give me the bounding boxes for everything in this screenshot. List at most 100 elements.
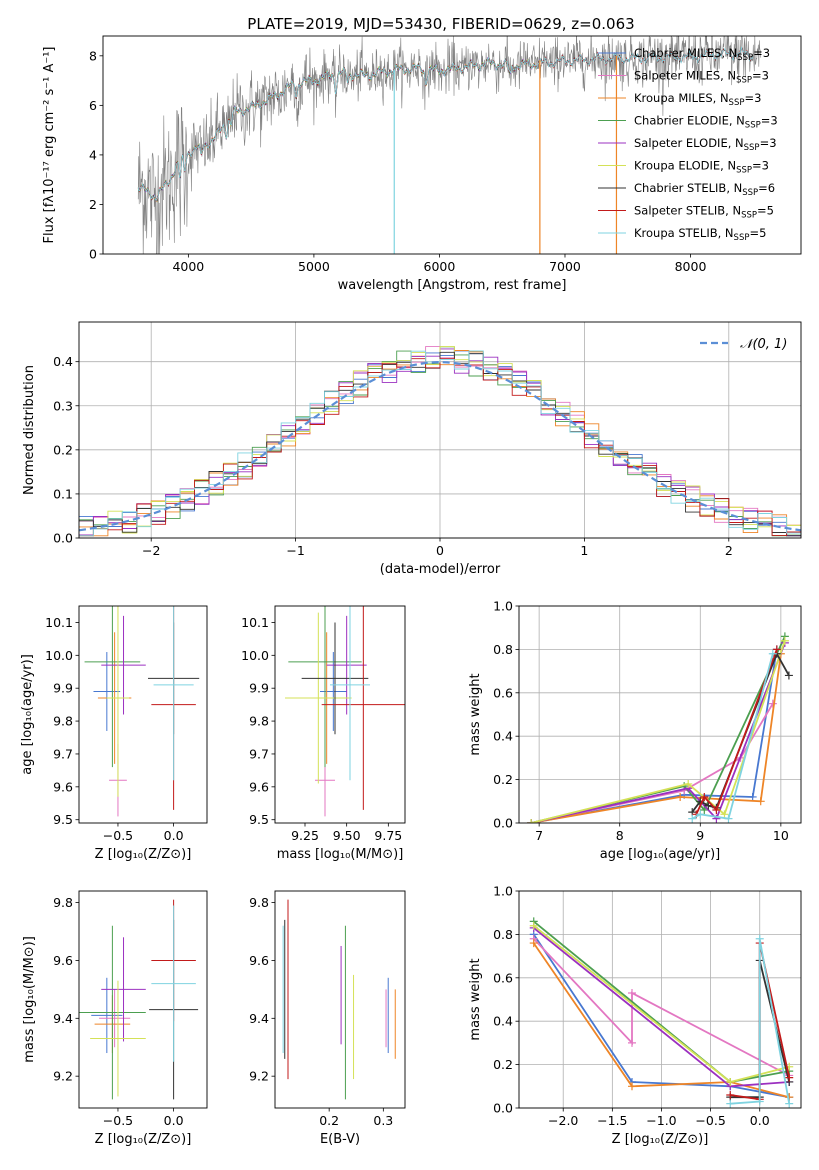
legend-entry: Kroupa STELIB, NSSP=5 xyxy=(634,226,766,243)
mass-weight-line xyxy=(691,653,774,820)
legend-entry: 𝒩(0, 1) xyxy=(740,337,787,352)
x-tick-label: −0.5 xyxy=(103,828,133,843)
y-axis-label: mass [log₁₀(M/M⊙)] xyxy=(22,936,37,1063)
x-tick-label: 10 xyxy=(773,828,789,843)
y-tick-label: 4 xyxy=(89,147,97,162)
plot-area xyxy=(137,36,762,254)
x-tick-label: 6000 xyxy=(424,259,456,274)
x-tick-label: −1.0 xyxy=(646,1113,676,1128)
legend-entry: Salpeter ELODIE, NSSP=3 xyxy=(634,136,777,153)
model-spectrum-line xyxy=(137,51,617,203)
mass-weight-marker xyxy=(726,1090,735,1099)
x-axis-label: (data-model)/error xyxy=(380,562,501,577)
y-tick-label: 9.8 xyxy=(53,895,73,910)
x-tick-label: −0.5 xyxy=(103,1113,133,1128)
y-tick-label: 9.5 xyxy=(249,812,269,827)
plot-area xyxy=(79,346,801,537)
errorbar-point xyxy=(326,615,367,715)
legend-entry: Chabrier STELIB, NSSP=6 xyxy=(634,181,775,198)
axes-frame xyxy=(274,605,406,824)
mass-weight-marker xyxy=(712,805,721,814)
errorbar-point xyxy=(91,977,123,1054)
y-tick-label: 9.9 xyxy=(249,681,269,696)
axes-frame xyxy=(78,605,208,824)
x-axis-label: Z [log₁₀(Z/Z⊙)] xyxy=(612,1132,709,1147)
y-tick-label: 9.6 xyxy=(53,953,73,968)
panel-mass-weight-vs-age: 7 8 9 10 0.0 0.2 0.4 0.6 0.8 1.0 age [log₁₀(age/yr… xyxy=(468,599,802,862)
panel-age-vs-Z: −0.5 0.0 9.5 9.6 9.7 9.8 9.9 10.0 10.1 Z [log₁₀(Z… xyxy=(20,605,208,862)
plot-area xyxy=(282,899,396,1100)
observed-spectrum-line xyxy=(137,36,762,254)
x-tick-label: 8 xyxy=(616,828,624,843)
panel-age-vs-mass: 9.25 9.50 9.75 9.5 9.6 9.7 9.8 9.9 10.0 10.1 mass … xyxy=(241,605,406,862)
y-tick-label: 9.6 xyxy=(249,779,269,794)
y-tick-label: 9.2 xyxy=(53,1069,73,1084)
errorbar-point xyxy=(79,925,146,1100)
y-tick-label: 9.9 xyxy=(53,681,73,696)
mass-weight-line xyxy=(695,649,778,815)
mass-weight-line xyxy=(530,642,786,823)
mass-weight-line xyxy=(530,703,774,823)
legend-entry: Kroupa ELODIE, NSSP=3 xyxy=(634,159,769,176)
mass-weight-marker xyxy=(724,814,733,823)
mass-weight-marker xyxy=(627,1038,636,1047)
model-spectrum-line xyxy=(137,46,754,202)
y-tick-label: 0 xyxy=(89,247,97,262)
mass-weight-marker xyxy=(772,645,781,654)
errorbar-point xyxy=(288,606,362,768)
x-tick-label: −2 xyxy=(142,543,160,558)
mass-weight-marker xyxy=(704,801,713,810)
mass-weight-marker xyxy=(785,1073,794,1082)
mass-weight-marker xyxy=(676,792,685,801)
mass-weight-marker xyxy=(755,934,764,943)
y-tick-label: 9.8 xyxy=(249,714,269,729)
mass-weight-marker xyxy=(684,779,693,788)
x-tick-label: −2.0 xyxy=(548,1113,578,1128)
residual-histogram xyxy=(79,350,801,537)
y-tick-label: 2 xyxy=(89,197,97,212)
x-axis-label: age [log₁₀(age/yr)] xyxy=(600,847,721,862)
model-spectrum-line xyxy=(137,56,540,202)
y-tick-label: 9.5 xyxy=(53,812,73,827)
mass-weight-marker xyxy=(720,810,729,819)
spectrum-legend: Chabrier MILES, NSSP=3 Salpeter MILES, NS… xyxy=(598,46,778,243)
mass-weight-marker xyxy=(700,805,709,814)
y-tick-label: 0.2 xyxy=(53,442,73,457)
x-tick-label: 7 xyxy=(535,828,543,843)
y-axis-label: mass weight xyxy=(468,673,483,755)
x-axis-label: wavelength [Angstrom, rest frame] xyxy=(338,278,567,293)
legend-entry: Kroupa MILES, NSSP=3 xyxy=(634,91,761,108)
x-axis-label: Z [log₁₀(Z/Z⊙)] xyxy=(95,1132,192,1147)
y-tick-label: 0.6 xyxy=(493,970,513,985)
errorbar-point xyxy=(285,612,352,784)
y-tick-label: 0.6 xyxy=(493,685,513,700)
mass-weight-marker xyxy=(784,671,793,680)
model-spectrum-line xyxy=(137,58,540,203)
x-tick-label: 9.50 xyxy=(333,828,361,843)
errorbar-point xyxy=(151,905,196,1062)
x-tick-label: 9.25 xyxy=(291,828,319,843)
y-axis-label: Flux [fλ10⁻¹⁷ erg cm⁻² s⁻¹ A⁻¹] xyxy=(42,47,57,244)
axes-frame xyxy=(78,321,802,539)
x-tick-label: −0.5 xyxy=(695,1113,725,1128)
y-tick-label: 10.0 xyxy=(45,648,73,663)
y-tick-label: 9.7 xyxy=(53,746,73,761)
y-tick-label: 10.0 xyxy=(241,648,269,663)
mass-weight-marker xyxy=(696,810,705,819)
mass-weight-line xyxy=(533,938,790,1077)
y-tick-label: 0.4 xyxy=(493,729,513,744)
mass-weight-marker xyxy=(529,921,538,930)
y-tick-label: 10.1 xyxy=(45,615,73,630)
x-axis-label: E(B-V) xyxy=(320,1132,360,1147)
x-tick-label: −1.5 xyxy=(597,1113,627,1128)
y-tick-label: 0.3 xyxy=(53,398,73,413)
x-tick-label: 0.2 xyxy=(319,1113,339,1128)
x-tick-label: 9.75 xyxy=(374,828,402,843)
y-axis-label: Normed distribution xyxy=(22,365,37,495)
errorbar-point xyxy=(330,606,370,781)
mass-weight-marker xyxy=(756,797,765,806)
legend-entry: Chabrier MILES, NSSP=3 xyxy=(634,46,770,63)
panel-mass-weight-vs-Z: −2.0 −1.5 −1.0 −0.5 0.0 0.0 0.2 0.4 0.6 0.8 1.0 Z [… xyxy=(468,884,802,1147)
errorbar-point xyxy=(301,622,369,735)
figure-title: PLATE=2019, MJD=53430, FIBERID=0629, z=0… xyxy=(247,15,634,33)
